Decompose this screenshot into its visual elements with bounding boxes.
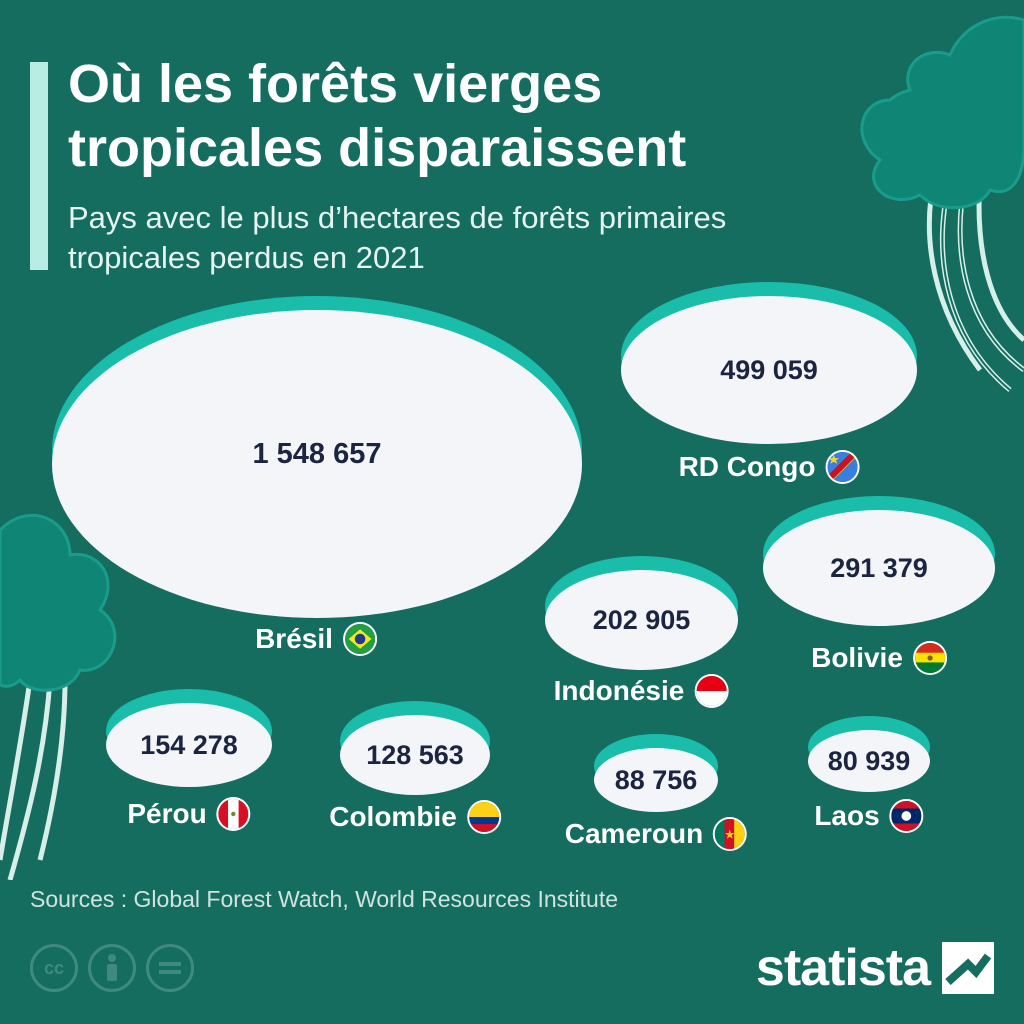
country-name-laos: Laos [814,800,880,831]
country-name-cameroun: Cameroun [564,818,704,849]
country-label-indonesie: Indonésie [554,674,729,708]
bubble-bresil: 1 548 657 [52,310,582,618]
country-label-rd-congo: RD Congo [679,450,860,484]
value-label-colombie: 128 563 [366,739,464,770]
value-label-perou: 154 278 [140,729,238,760]
country-name-perou: Pérou [127,798,207,829]
value-label-laos: 80 939 [827,745,911,776]
country-name-colombie: Colombie [329,801,457,832]
statista-logo[interactable]: statista [756,938,994,998]
title-accent-bar [30,62,48,270]
value-label-bolivie: 291 379 [830,552,928,583]
attribution-icon[interactable] [88,944,136,992]
peru-flag-icon [216,797,251,831]
statista-mark-icon [942,942,994,994]
country-name-indonesie: Indonésie [553,675,685,706]
source-note: Sources : Global Forest Watch, World Res… [30,886,619,912]
value-label-indonesie: 202 905 [592,604,691,635]
country-label-perou: Pérou [127,797,251,831]
bubble-laos: 80 939 [808,730,930,792]
bubble-colombie: 128 563 [340,715,490,795]
country-name-bresil: Brésil [255,623,333,654]
country-label-colombie: Colombie [329,800,501,834]
brazil-flag-icon [342,622,377,656]
country-label-bolivie: Bolivie [811,641,947,675]
cameroon-flag-icon [713,817,748,851]
dr-congo-flag-icon [825,450,860,484]
country-name-bolivie: Bolivie [811,642,903,673]
bubble-rd-congo: 499 059 [621,296,917,444]
bubble-bolivie: 291 379 [763,510,995,626]
country-name-rd-congo: RD Congo [678,451,816,482]
tree-decoration-left [0,513,117,880]
chart-subtitle: Pays avec le plus d’hectares de forêts p… [68,200,727,275]
value-label-rd-congo: 499 059 [720,354,818,385]
no-derivatives-icon[interactable] [146,944,194,992]
brand-name: statista [755,939,931,997]
bolivia-flag-icon [912,641,947,675]
country-label-laos: Laos [814,799,924,833]
country-label-cameroun: Cameroun [564,817,748,851]
bubble-perou: 154 278 [106,703,272,787]
country-label-bresil: Brésil [255,622,377,656]
license-icons: cc [30,944,194,992]
bubble-indonesie: 202 905 [545,570,738,670]
cc-icon[interactable]: cc [30,944,78,992]
value-label-cameroun: 88 756 [614,764,698,795]
bubble-cameroun: 88 756 [594,748,718,812]
chart-title: Où les forêts vierges tropicales dispara… [68,54,687,178]
colombia-flag-icon [466,800,501,834]
value-label-bresil: 1 548 657 [252,437,382,470]
laos-flag-icon [889,799,924,833]
indonesia-flag-icon [694,674,729,708]
tree-decoration-right [860,15,1024,392]
